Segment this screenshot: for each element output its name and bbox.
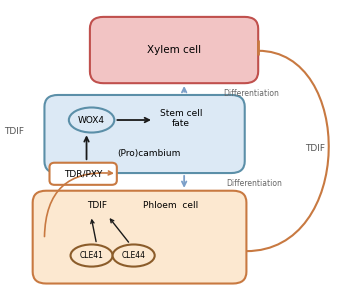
FancyArrowPatch shape	[45, 171, 112, 237]
Ellipse shape	[113, 244, 155, 267]
Text: Differentiation: Differentiation	[223, 89, 279, 98]
FancyBboxPatch shape	[45, 95, 245, 173]
FancyArrowPatch shape	[182, 88, 186, 92]
Text: Stem cell
fate: Stem cell fate	[160, 109, 202, 128]
Text: Xylem cell: Xylem cell	[147, 45, 201, 55]
FancyBboxPatch shape	[33, 191, 246, 284]
FancyArrowPatch shape	[84, 137, 89, 159]
Text: Phloem  cell: Phloem cell	[143, 201, 198, 210]
FancyArrowPatch shape	[182, 176, 186, 186]
Text: TDR/PXY: TDR/PXY	[64, 169, 102, 178]
Text: TDIF: TDIF	[306, 144, 325, 152]
FancyArrowPatch shape	[117, 118, 149, 122]
Text: CLE41: CLE41	[80, 251, 103, 260]
Ellipse shape	[69, 107, 114, 133]
FancyArrowPatch shape	[111, 219, 128, 242]
Text: CLE44: CLE44	[122, 251, 146, 260]
FancyBboxPatch shape	[49, 163, 117, 185]
Text: WOX4: WOX4	[78, 115, 105, 125]
Text: Differentiation: Differentiation	[226, 179, 282, 188]
FancyArrowPatch shape	[91, 220, 96, 242]
FancyBboxPatch shape	[90, 17, 258, 83]
Text: TDIF: TDIF	[87, 201, 106, 210]
Text: (Pro)cambium: (Pro)cambium	[117, 149, 180, 158]
Text: TDIF: TDIF	[4, 127, 24, 136]
Ellipse shape	[71, 244, 113, 267]
